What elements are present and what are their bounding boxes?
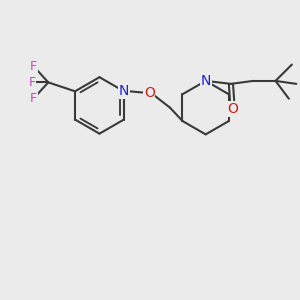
- Text: N: N: [200, 74, 211, 88]
- Text: O: O: [144, 86, 154, 100]
- Text: F: F: [30, 59, 37, 73]
- Text: F: F: [28, 76, 35, 89]
- Text: O: O: [227, 102, 238, 116]
- Text: F: F: [30, 92, 37, 105]
- Text: N: N: [119, 84, 129, 98]
